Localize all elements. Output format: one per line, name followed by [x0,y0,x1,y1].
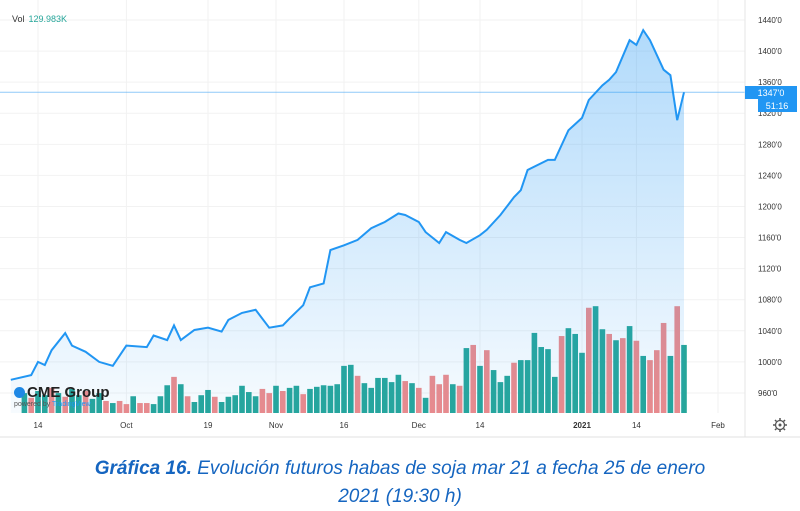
settings-gear-icon[interactable] [773,418,787,432]
x-tick-label: Oct [120,421,133,430]
last-price-text: 1347'0 [758,88,785,98]
figure-caption: Gráfica 16. Evolución futuros habas de s… [0,455,800,511]
y-tick-label: 1320'0 [758,109,782,118]
y-tick-label: 1240'0 [758,171,782,180]
caption-text: Evolución futuros habas de soja mar 21 a… [197,458,706,479]
x-tick-label: Dec [412,421,426,430]
volume-label: Vol [12,14,25,24]
volume-value: 129.983K [28,14,68,24]
y-tick-label: 1080'0 [758,296,782,305]
y-tick-label: 1160'0 [758,234,782,243]
cme-globe-icon [14,387,25,398]
countdown-badge [758,99,797,112]
y-tick-label: 1040'0 [758,327,782,336]
x-tick-label: 14 [34,421,43,430]
price-line [10,28,685,381]
y-tick-label: 1400'0 [758,47,782,56]
cme-group-logo: CME Group [14,384,110,401]
x-tick-label: 14 [632,421,641,430]
powered-by: powered by TradingView [14,401,91,408]
caption-text-line2: 2021 (19:30 h) [338,486,462,507]
x-tick-label: Feb [711,421,725,430]
x-tick-label: 16 [340,421,349,430]
y-tick-label: 1360'0 [758,78,782,87]
y-tick-label: 1000'0 [758,358,782,367]
price-chart: 1440'0 1400'0 1360'0 1320'0 1280'0 1240'0 1200… [0,0,800,438]
y-tick-label: 960'0 [758,389,778,398]
x-tick-label: Nov [269,421,283,430]
y-tick-label: 1280'0 [758,140,782,149]
price-area [10,30,685,413]
y-tick-label: 1120'0 [758,265,782,274]
countdown-text: 51:16 [766,101,789,111]
y-tick-label: 1440'0 [758,16,782,25]
last-price-badge [745,86,797,99]
volume-legend: Vol 129.983K [12,14,67,24]
x-tick-label: 2021 [573,421,591,430]
y-tick-label: 1200'0 [758,202,782,211]
x-tick-label: 14 [476,421,485,430]
caption-number: Gráfica 16. [94,458,192,479]
x-tick-label: 19 [204,421,213,430]
